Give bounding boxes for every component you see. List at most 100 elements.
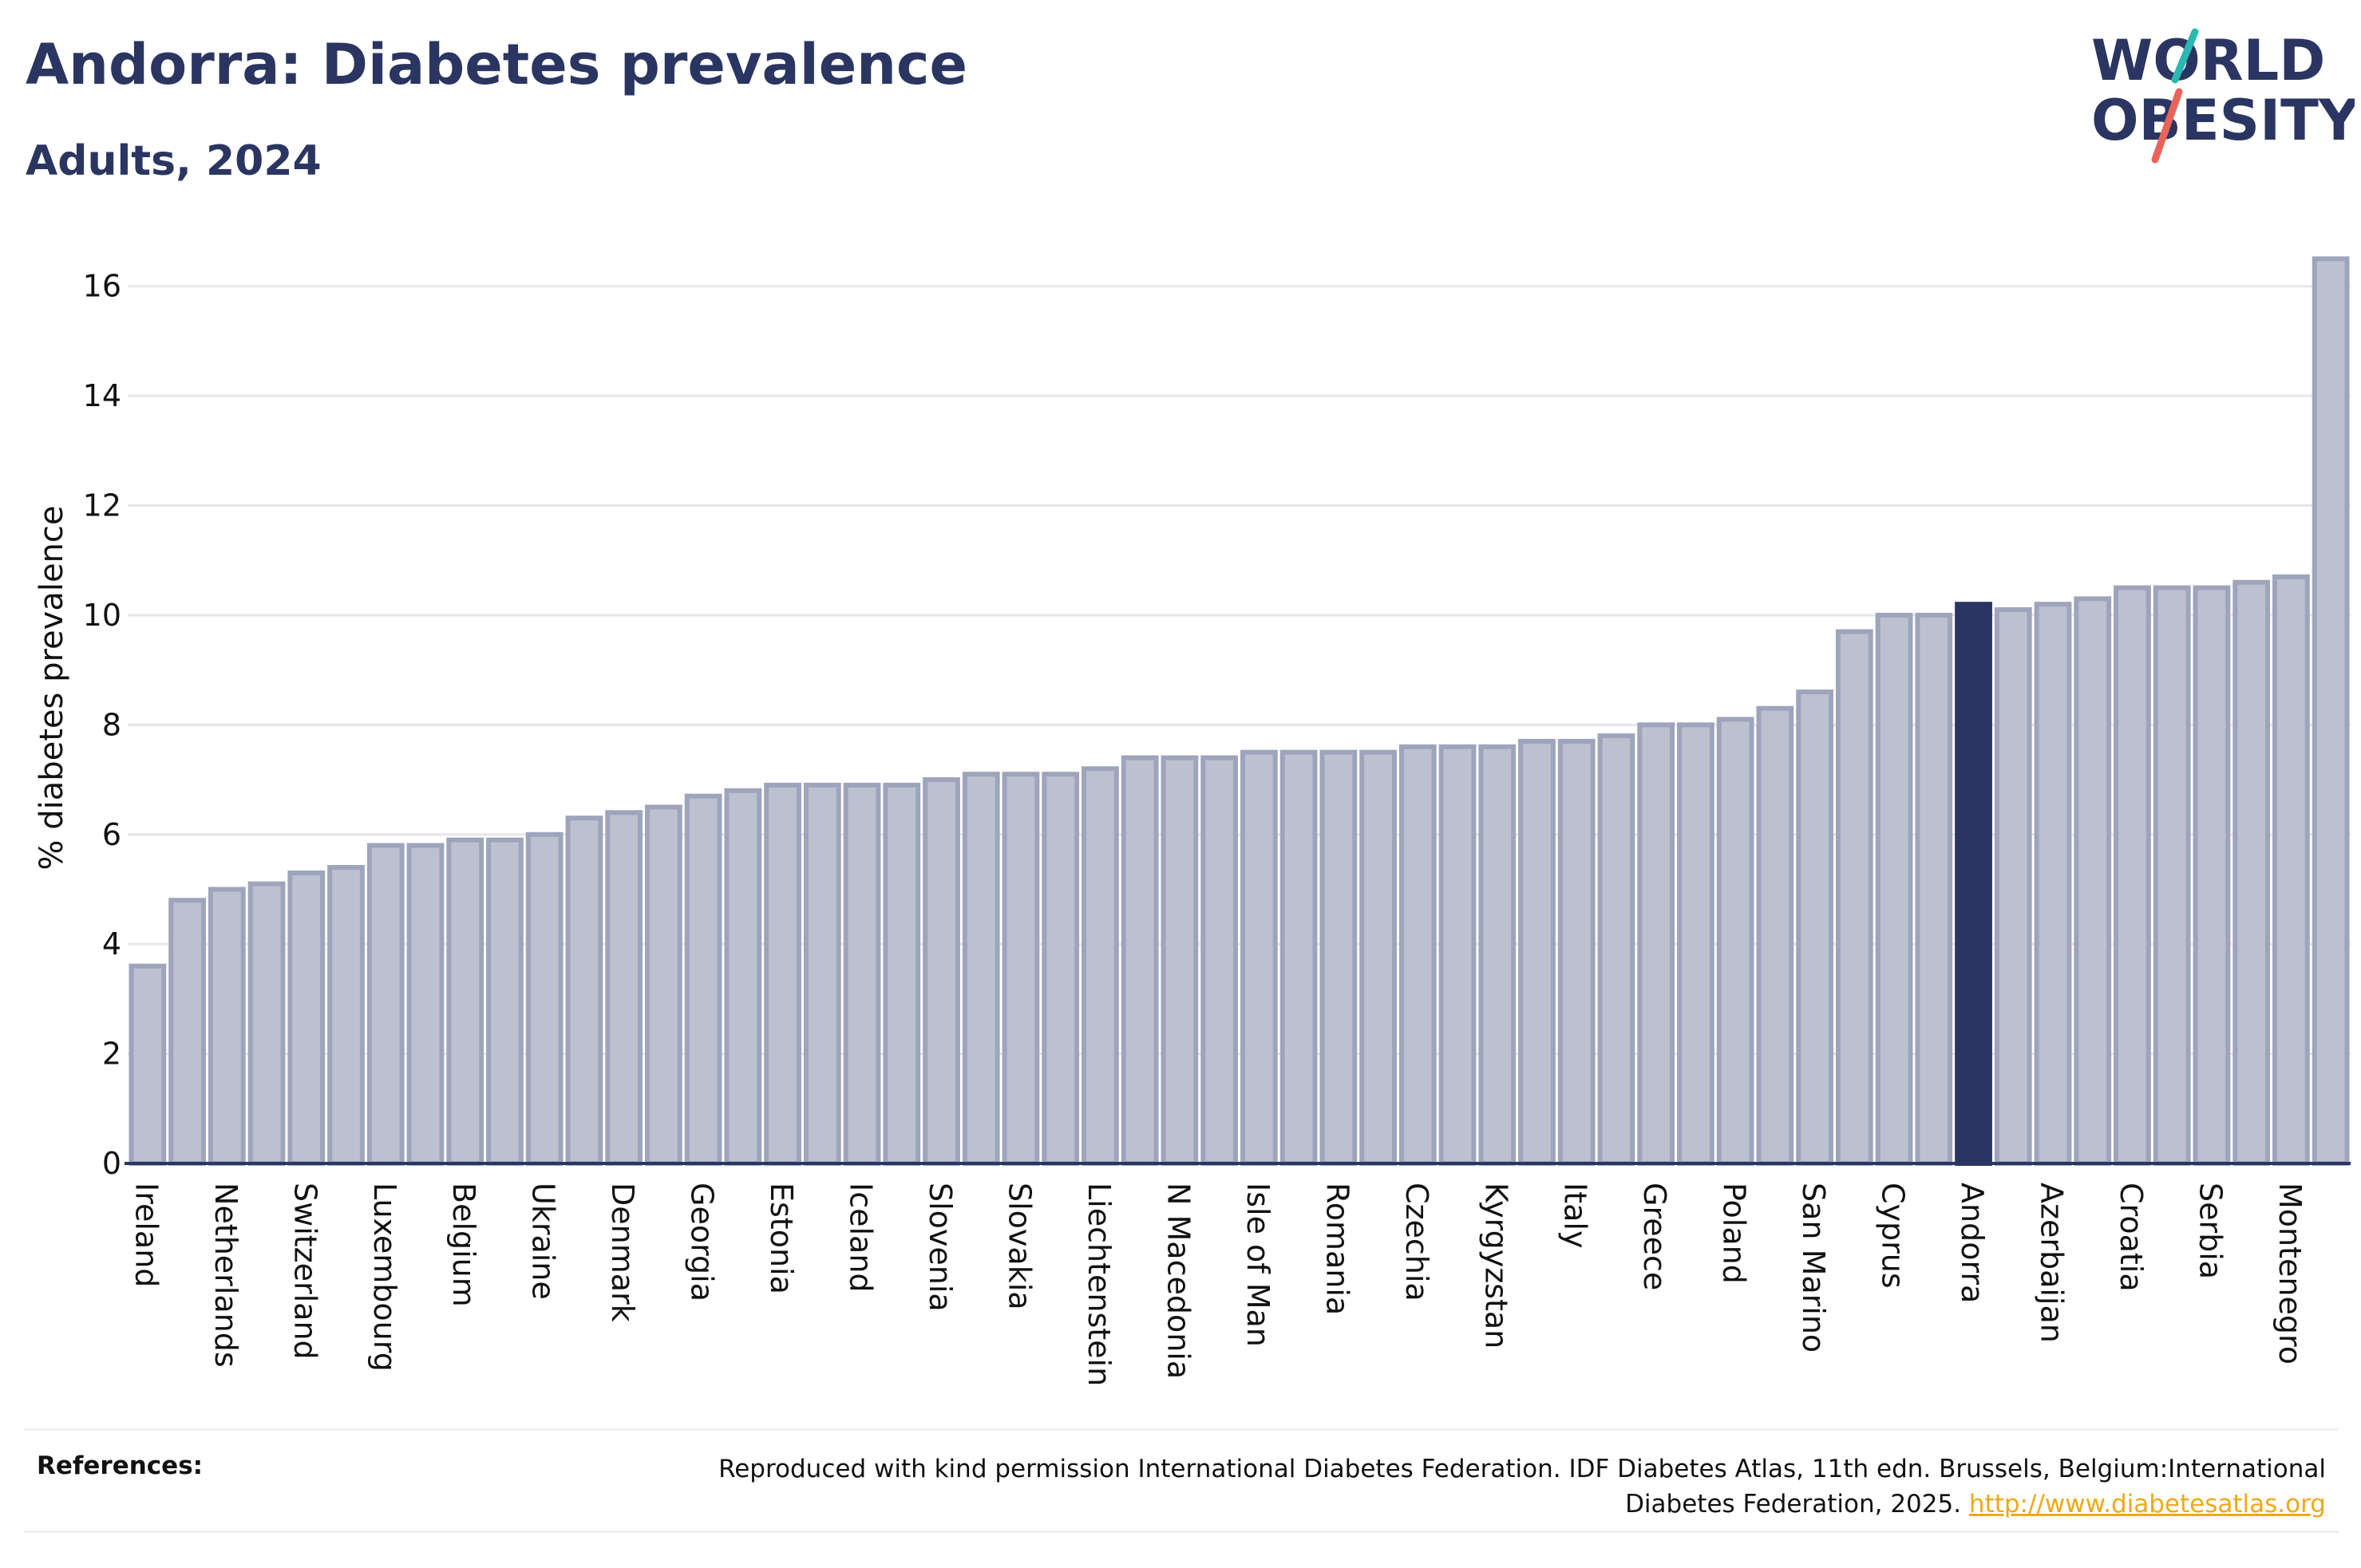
bar xyxy=(1756,705,1794,1166)
bar xyxy=(1955,602,1992,1166)
bar xyxy=(764,782,801,1166)
bar xyxy=(208,887,246,1166)
bar xyxy=(525,831,564,1166)
x-tick-label: Poland xyxy=(1717,1183,1752,1284)
bar xyxy=(2193,585,2231,1166)
diabetes-atlas-link[interactable]: http://www.diabetesatlas.org xyxy=(1968,1490,2326,1519)
y-tick-label: 16 xyxy=(83,269,121,304)
y-axis-label: % diabetes prevalence xyxy=(34,505,70,870)
page-subtitle: Adults, 2024 xyxy=(26,137,322,185)
bar xyxy=(1677,722,1714,1166)
bar xyxy=(923,777,960,1166)
x-tick-label: Ukraine xyxy=(526,1183,561,1300)
x-tick-label: Montenegro xyxy=(2272,1183,2308,1365)
bar xyxy=(1359,749,1397,1166)
logo-slash-teal xyxy=(2171,28,2199,84)
bar xyxy=(2074,596,2112,1166)
bar xyxy=(684,793,722,1166)
bar xyxy=(486,837,524,1166)
bar xyxy=(247,881,286,1166)
y-tick-label: 0 xyxy=(102,1146,121,1181)
bar xyxy=(1319,749,1358,1166)
x-tick-label: Andorra xyxy=(1955,1183,1990,1303)
bar xyxy=(1002,772,1040,1166)
world-obesity-logo: WORLD OBESITY xyxy=(2091,28,2355,164)
references-label: References: xyxy=(37,1451,204,1480)
x-tick-label: Cyprus xyxy=(1876,1183,1911,1289)
y-tick-label: 10 xyxy=(83,598,121,633)
bar xyxy=(2153,585,2191,1166)
x-tick-label: Georgia xyxy=(685,1183,720,1301)
logo-word-world: WORLD xyxy=(2091,28,2325,93)
x-tick-label: Switzerland xyxy=(287,1183,322,1360)
bar xyxy=(1478,744,1517,1166)
references-text: Reproduced with kind permission Internat… xyxy=(690,1451,2326,1522)
x-tick-label: Slovenia xyxy=(923,1183,958,1312)
y-tick-label: 14 xyxy=(83,378,121,413)
bar xyxy=(843,782,881,1166)
bars xyxy=(129,256,2350,1167)
logo-word-obesity: OBESITY xyxy=(2091,88,2355,153)
x-tick-label: N Macedonia xyxy=(1161,1183,1196,1379)
bar xyxy=(883,782,921,1166)
bar xyxy=(1042,772,1080,1166)
bar xyxy=(129,963,167,1166)
bar xyxy=(2312,256,2350,1167)
x-tick-label: Netherlands xyxy=(208,1183,243,1368)
bar xyxy=(644,804,682,1166)
bar xyxy=(1796,689,1834,1166)
bar xyxy=(446,837,484,1166)
x-tick-label: Iceland xyxy=(844,1183,879,1293)
x-tick-label: Slovakia xyxy=(1002,1183,1037,1310)
x-tick-label: Croatia xyxy=(2114,1183,2149,1292)
x-tick-label: Denmark xyxy=(605,1183,640,1322)
x-tick-label: Liechtenstein xyxy=(1082,1183,1117,1386)
bar xyxy=(406,843,445,1166)
bar xyxy=(366,843,405,1166)
x-tick-label: San Marino xyxy=(1796,1183,1831,1353)
y-tick-label: 8 xyxy=(102,707,121,742)
x-tick-label: Greece xyxy=(1637,1183,1672,1290)
bar xyxy=(1637,722,1675,1166)
page-title: Andorra: Diabetes prevalence xyxy=(26,32,967,97)
bar xyxy=(1716,717,1754,1166)
x-tick-label: Kyrgyzstan xyxy=(1478,1183,1513,1349)
bar xyxy=(1240,749,1278,1166)
bar xyxy=(1438,744,1477,1166)
x-axis-ticks: Ireland Netherlands Switzerland Luxembourg B… xyxy=(129,1183,2308,1386)
y-axis-ticks: 0 2 4 6 8 10 12 14 16 xyxy=(83,269,121,1181)
x-tick-label: Belgium xyxy=(446,1183,481,1307)
y-tick-label: 12 xyxy=(83,488,121,523)
x-tick-label: Ireland xyxy=(129,1183,164,1287)
bar xyxy=(1915,612,1953,1166)
bar xyxy=(1279,749,1318,1166)
bar xyxy=(1082,766,1119,1166)
y-tick-label: 4 xyxy=(102,926,121,962)
bar xyxy=(565,816,603,1166)
x-tick-label: Estonia xyxy=(764,1183,799,1294)
x-tick-label: Luxembourg xyxy=(367,1183,402,1372)
bar xyxy=(1121,755,1159,1166)
bar xyxy=(287,870,326,1166)
bar xyxy=(1835,629,1873,1166)
x-tick-label: Romania xyxy=(1319,1183,1355,1315)
bar xyxy=(1557,738,1596,1166)
bar xyxy=(2114,585,2151,1166)
bar xyxy=(1200,755,1239,1166)
references-citation: Reproduced with kind permission Internat… xyxy=(718,1455,2326,1519)
bar xyxy=(605,810,643,1166)
bar xyxy=(1994,607,2032,1166)
bar xyxy=(803,782,841,1166)
bar xyxy=(724,788,762,1166)
x-tick-label: Serbia xyxy=(2193,1183,2228,1279)
y-tick-label: 6 xyxy=(102,817,121,852)
bar xyxy=(1875,612,1913,1166)
x-tick-label: Czechia xyxy=(1399,1183,1434,1301)
bar xyxy=(1518,738,1556,1166)
bar xyxy=(962,772,1000,1166)
bar xyxy=(2034,602,2072,1166)
bar xyxy=(1597,733,1635,1166)
bar xyxy=(2272,574,2310,1166)
bar-chart: 0 2 4 6 8 10 12 14 16 Ireland Netherlands Switzerl… xyxy=(34,256,2351,1386)
references-section: References: Reproduced with kind permiss… xyxy=(24,1428,2339,1533)
